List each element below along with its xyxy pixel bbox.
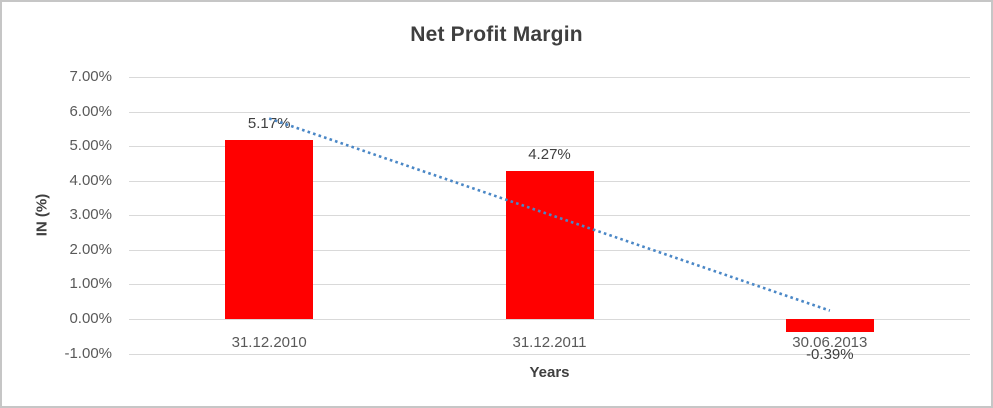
category-label: 31.12.2011 xyxy=(512,333,587,351)
y-tick-label: 5.00% xyxy=(69,137,112,155)
bar-31.12.2010 xyxy=(225,140,314,319)
gridline xyxy=(129,353,970,355)
bar-30.06.2013 xyxy=(785,318,874,333)
y-tick-label: 3.00% xyxy=(69,206,112,224)
y-tick-label: 6.00% xyxy=(69,102,112,120)
gridline xyxy=(129,318,970,320)
y-tick-label: -1.00% xyxy=(64,344,112,362)
category-label: 31.12.2010 xyxy=(231,333,307,351)
category-label: 30.06.2013 xyxy=(792,333,868,351)
data-label: 4.27% xyxy=(528,146,571,164)
y-tick-label: 0.00% xyxy=(69,309,112,327)
y-tick-label: 7.00% xyxy=(69,68,112,85)
gridline xyxy=(129,77,970,78)
chart-title: Net Profit Margin xyxy=(410,23,583,46)
y-tick-label: 1.00% xyxy=(69,275,112,293)
data-label: -0.39% xyxy=(806,346,854,364)
gridline xyxy=(129,111,970,113)
bar-31.12.2011 xyxy=(505,171,594,319)
data-label: 5.17% xyxy=(247,115,291,133)
y-tick-label: 2.00% xyxy=(69,240,112,258)
y-tick-label: 4.00% xyxy=(69,171,112,189)
x-axis-title: Years xyxy=(529,364,570,381)
